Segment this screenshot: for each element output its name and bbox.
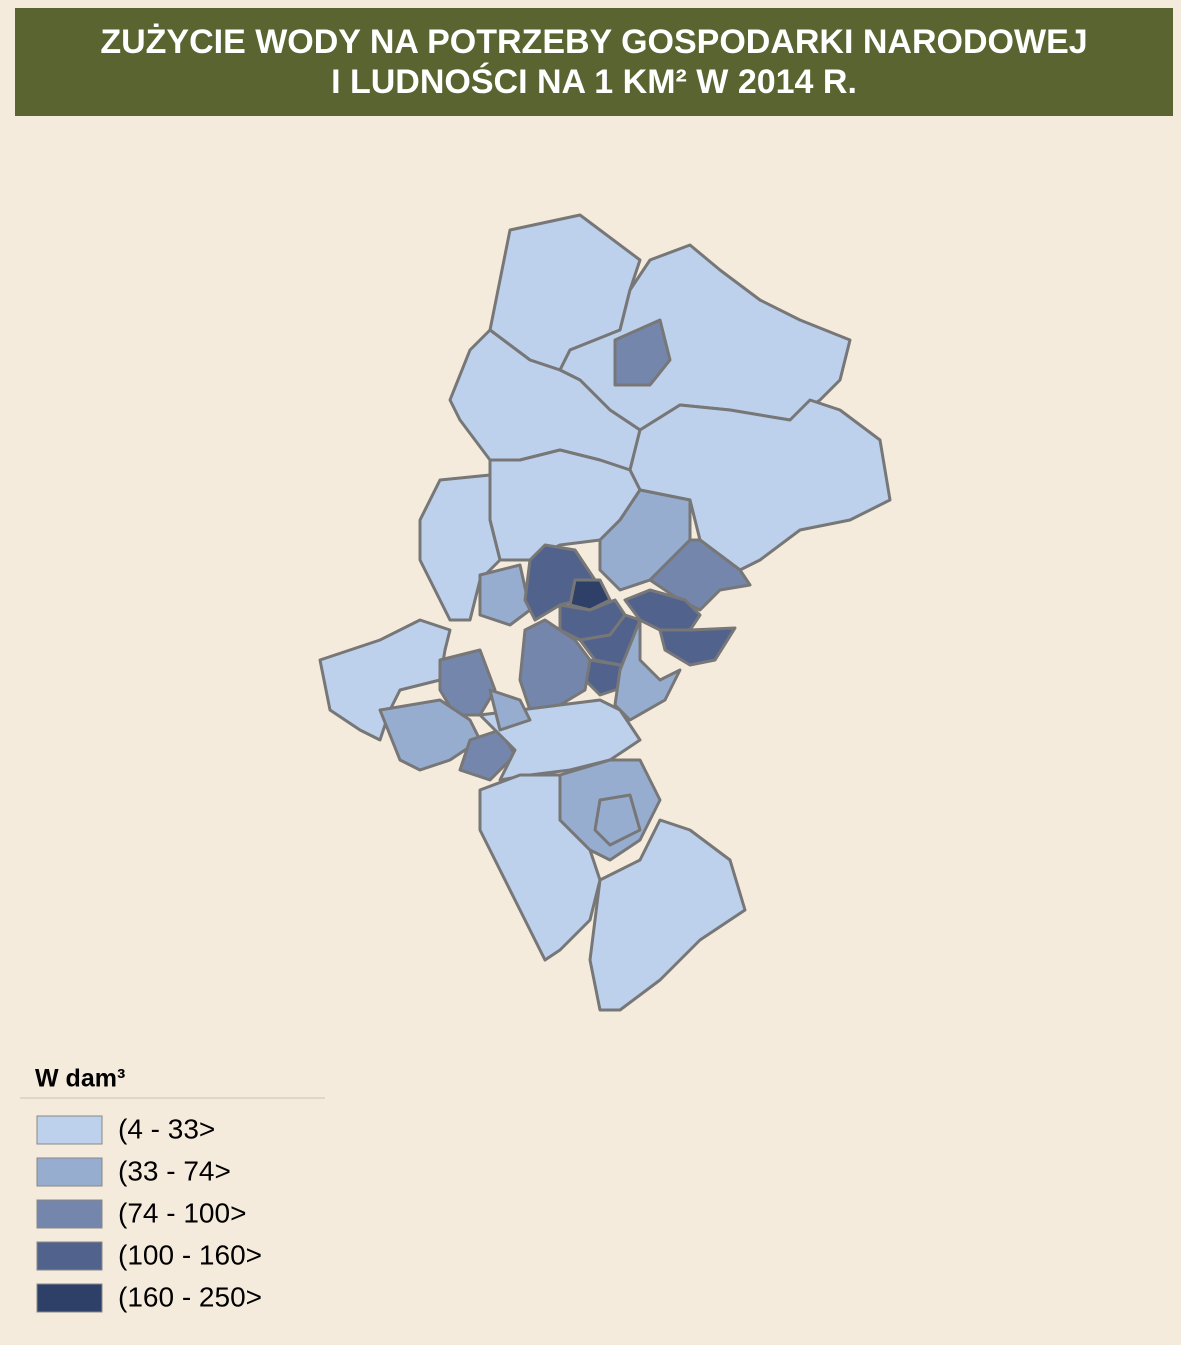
region [623, 588, 702, 632]
legend-swatch [36, 1199, 103, 1229]
legend-label: (100 - 160> [118, 1239, 262, 1270]
legend: (4 - 33> (33 - 74> (74 - 100> (100 - 160> (1… [36, 1113, 262, 1313]
title-line: ZUŻYCIE WODY NA POTRZEBY GOSPODARKI NARO… [100, 23, 1087, 61]
region [418, 473, 502, 622]
region [378, 698, 482, 772]
title-banner [15, 8, 1173, 116]
region [613, 318, 672, 387]
region [593, 793, 642, 847]
map [318, 213, 892, 1012]
region [648, 538, 752, 612]
region [478, 563, 532, 627]
legend-swatch [36, 1241, 103, 1271]
legend-title: W dam³ [35, 1065, 125, 1093]
region [588, 818, 747, 1012]
legend-label: (4 - 33> [118, 1113, 215, 1144]
legend-label: (160 - 250> [118, 1281, 262, 1312]
region [658, 626, 737, 667]
legend-swatch [36, 1115, 103, 1145]
region [318, 618, 452, 742]
region [518, 618, 592, 712]
legend-swatch [36, 1157, 103, 1187]
legend-label: (74 - 100> [118, 1197, 246, 1228]
legend-label: (33 - 74> [118, 1155, 231, 1186]
legend-swatch [36, 1283, 103, 1313]
title-line: I LUDNOŚCI NA 1 KM² W 2014 R. [331, 63, 857, 101]
region [488, 688, 532, 732]
region [613, 618, 682, 722]
